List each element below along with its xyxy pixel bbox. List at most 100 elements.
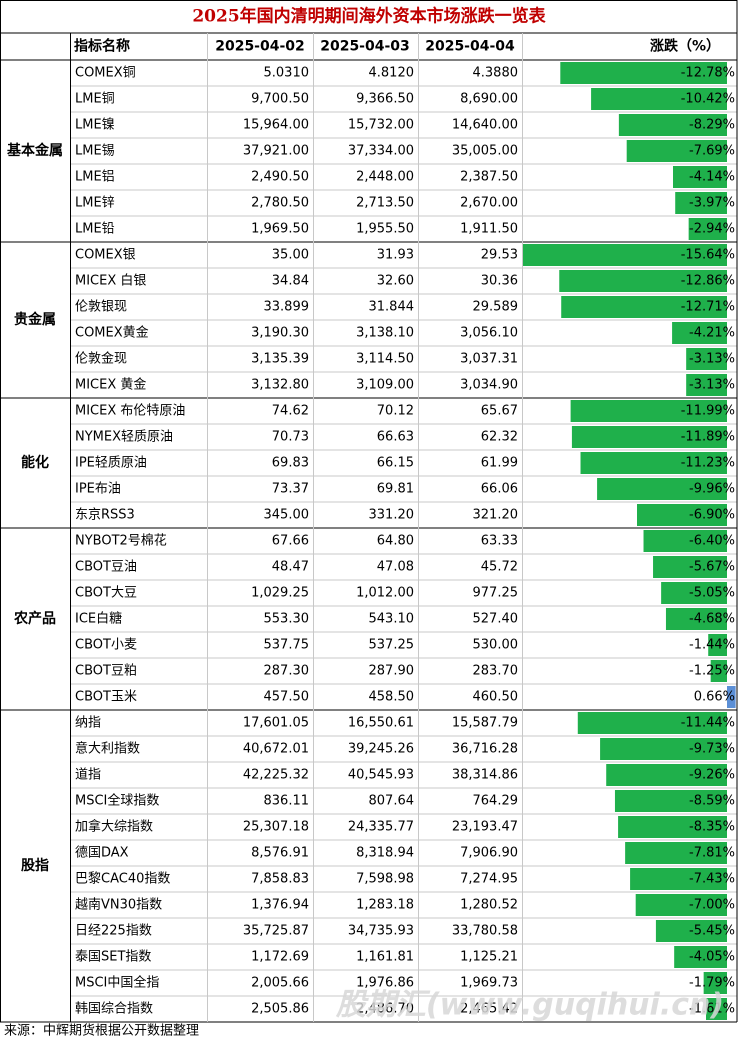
header-cell: 指标名称 <box>74 38 130 55</box>
cell-value: 5.0310 <box>264 66 310 81</box>
cell-value: 67.66 <box>272 534 309 549</box>
row-name: COMEX银 <box>75 248 136 263</box>
row-name: 泰国SET指数 <box>75 950 151 965</box>
change-bar <box>708 634 727 656</box>
change-label: -7.43% <box>689 872 735 887</box>
cell-value: 8,690.00 <box>460 92 518 107</box>
change-label: -7.69% <box>689 144 735 159</box>
change-bar <box>661 582 727 604</box>
change-label: -7.00% <box>689 898 735 913</box>
cell-value: 38,314.86 <box>452 768 518 783</box>
change-bar <box>580 452 727 474</box>
cell-value: 35,005.00 <box>452 144 518 159</box>
cell-value: 1,969.50 <box>251 222 309 237</box>
row-name: 东京RSS3 <box>75 508 135 523</box>
change-bar <box>630 868 727 890</box>
cell-value: 15,964.00 <box>243 118 309 133</box>
change-bar <box>600 738 727 760</box>
row-name: MSCI中国全指 <box>75 975 159 991</box>
row-name: MICEX 黄金 <box>75 377 146 393</box>
cell-value: 66.15 <box>377 456 414 471</box>
row-name: COMEX铜 <box>75 66 136 81</box>
change-bar <box>618 114 727 136</box>
cell-value: 1,125.21 <box>460 950 518 965</box>
row-name: MICEX 白银 <box>75 273 146 289</box>
cell-value: 32.60 <box>377 274 414 289</box>
change-bar <box>559 270 727 292</box>
row-name: MICEX 布伦特原油 <box>75 404 185 419</box>
cell-value: 2,005.66 <box>251 976 309 991</box>
header-cell: 2025-04-02 <box>215 39 305 55</box>
cell-value: 1,911.50 <box>460 222 518 237</box>
change-bar <box>686 348 727 370</box>
cell-value: 527.40 <box>473 612 519 627</box>
change-label: -11.89% <box>681 430 735 445</box>
cell-value: 48.47 <box>272 560 309 575</box>
change-label: -10.42% <box>681 92 735 107</box>
change-bar <box>625 842 727 864</box>
cell-value: 537.25 <box>369 638 415 653</box>
change-label: -4.68% <box>689 612 735 627</box>
change-bar <box>523 244 727 266</box>
cell-value: 2,505.86 <box>251 1002 309 1017</box>
change-bar <box>706 998 727 1020</box>
change-label: -11.23% <box>681 456 735 471</box>
cell-value: 70.73 <box>272 430 309 445</box>
cell-value: 2,670.00 <box>460 196 518 211</box>
change-bar <box>560 62 727 84</box>
cell-value: 3,138.10 <box>356 326 414 341</box>
cell-value: 37,334.00 <box>348 144 414 159</box>
cell-value: 69.81 <box>377 482 414 497</box>
cell-value: 66.63 <box>377 430 414 445</box>
cell-value: 537.75 <box>264 638 310 653</box>
change-label: -9.96% <box>689 482 735 497</box>
cell-value: 30.36 <box>481 274 518 289</box>
change-bar <box>673 166 727 188</box>
cell-value: 73.37 <box>272 482 309 497</box>
cell-value: 9,700.50 <box>251 92 309 107</box>
cell-value: 66.06 <box>481 482 518 497</box>
cell-value: 15,587.79 <box>452 716 518 731</box>
group-name: 股指 <box>21 857 49 874</box>
cell-value: 17,601.05 <box>243 716 309 731</box>
change-bar <box>653 556 727 578</box>
cell-value: 460.50 <box>473 690 519 705</box>
cell-value: 25,307.18 <box>243 820 309 835</box>
change-bar <box>637 504 727 526</box>
change-bar <box>686 374 727 396</box>
group-name: 贵金属 <box>14 311 56 328</box>
cell-value: 15,732.00 <box>348 118 414 133</box>
group-name: 农产品 <box>13 610 56 627</box>
header-cell: 2025-04-03 <box>320 39 410 55</box>
cell-value: 4.8120 <box>369 66 415 81</box>
cell-value: 3,190.30 <box>251 326 309 341</box>
cell-value: 287.30 <box>264 664 310 679</box>
change-bar <box>710 660 727 682</box>
cell-value: 331.20 <box>369 508 415 523</box>
cell-value: 457.50 <box>264 690 310 705</box>
change-bar <box>665 608 727 630</box>
row-name: LME镍 <box>75 118 115 133</box>
change-bar <box>688 218 727 240</box>
group-name: 能化 <box>21 454 49 471</box>
cell-value: 7,906.90 <box>460 846 518 861</box>
row-name: LME铝 <box>75 170 115 185</box>
cell-value: 63.33 <box>481 534 518 549</box>
cell-value: 74.62 <box>272 404 309 419</box>
row-name: CBOT小麦 <box>75 638 137 653</box>
row-name: LME铅 <box>75 222 115 237</box>
change-label: -5.45% <box>689 924 735 939</box>
cell-value: 2,448.00 <box>356 170 414 185</box>
cell-value: 3,034.90 <box>460 378 518 393</box>
cell-value: 287.90 <box>369 664 415 679</box>
row-name: 伦敦金现 <box>75 351 127 367</box>
header-cell: 2025-04-04 <box>425 39 515 55</box>
cell-value: 24,335.77 <box>348 820 414 835</box>
change-label: -1.79% <box>689 976 735 991</box>
cell-value: 3,037.31 <box>460 352 518 367</box>
change-label: -6.90% <box>689 508 735 523</box>
row-name: NYBOT2号棉花 <box>75 533 167 549</box>
row-name: 伦敦银现 <box>75 299 127 315</box>
cell-value: 8,318.94 <box>356 846 414 861</box>
